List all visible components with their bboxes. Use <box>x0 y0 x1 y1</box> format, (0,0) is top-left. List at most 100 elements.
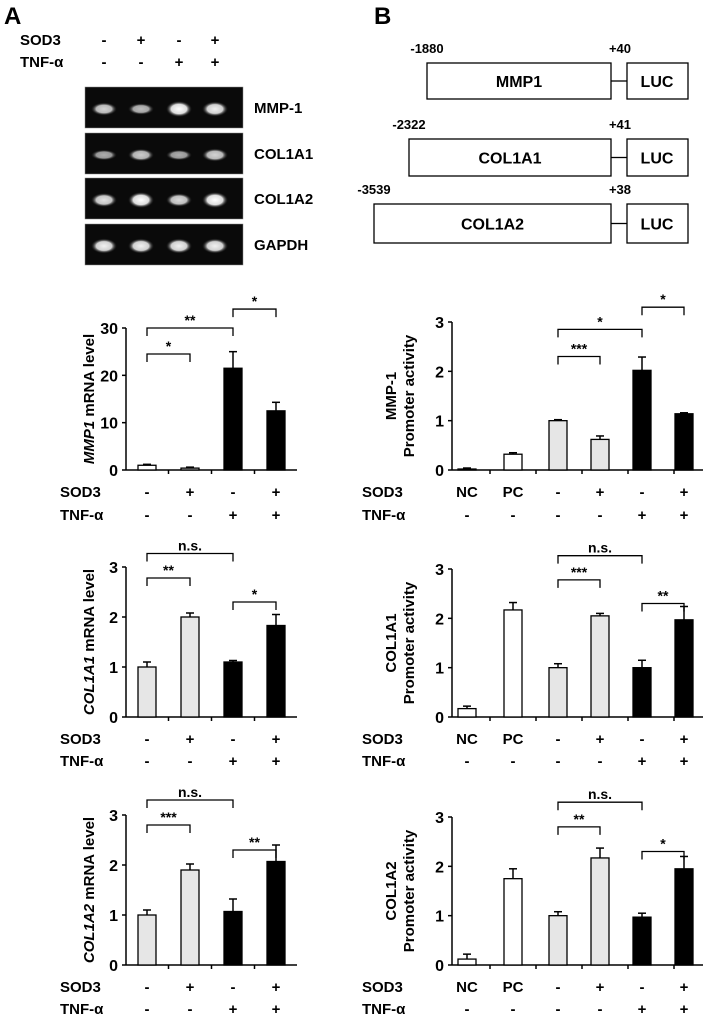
tnf-sign: + <box>680 507 689 524</box>
gel-band <box>202 192 228 208</box>
significance-label: *** <box>571 341 588 357</box>
gel-tnf-label: TNF-α <box>20 54 64 71</box>
y-axis-label-gene: COL1A2 <box>81 903 98 963</box>
significance-bracket <box>641 602 685 612</box>
sod3-row-label: SOD3 <box>362 731 403 748</box>
sod3-sign: + <box>596 979 605 996</box>
y-axis-label-gene: COL1A1 <box>81 656 98 715</box>
significance-label: n.s. <box>588 786 612 802</box>
luc-box <box>626 62 689 100</box>
sod3-row-label: SOD3 <box>60 484 101 501</box>
gel-band <box>166 193 192 207</box>
significance-bracket <box>557 555 643 564</box>
significance-bracket <box>557 826 601 835</box>
promoter-end: +41 <box>609 117 631 132</box>
significance-label: n.s. <box>588 540 612 556</box>
gel-band <box>91 193 117 207</box>
bar <box>223 661 243 718</box>
bar <box>674 619 694 718</box>
significance-bracket <box>557 801 643 811</box>
gel-panel: SOD3 TNF-α - - + - - + + + MMP-1 COL1A1 COL1A2 GAPDH <box>20 32 313 266</box>
promoter-name: COL1A1 <box>478 151 541 168</box>
sod3-sign: + <box>186 979 195 996</box>
tnf-sign: + <box>272 1001 281 1018</box>
sod3-sign: - <box>640 484 645 501</box>
sod3-sign: PC <box>503 484 524 501</box>
y-tick-label: 3 <box>435 810 444 827</box>
significance-bracket <box>146 353 191 363</box>
bar <box>180 467 200 471</box>
significance-label: * <box>252 586 258 602</box>
promoter-name: MMP1 <box>496 74 542 91</box>
y-tick-label: 2 <box>435 859 444 876</box>
gel-tnf-sign: + <box>175 54 184 71</box>
sod3-sign: + <box>272 979 281 996</box>
gel-band <box>128 192 154 208</box>
bar <box>180 869 200 966</box>
tnf-sign: + <box>272 753 281 770</box>
y-tick-label: 1 <box>435 661 444 678</box>
gel-band <box>91 238 117 254</box>
tnf-sign: - <box>465 1001 470 1018</box>
y-tick-label: 2 <box>109 610 118 627</box>
sod3-sign: + <box>596 484 605 501</box>
gel-band <box>202 238 228 254</box>
bar <box>503 878 523 966</box>
y-axis-label-text: Promoter activity <box>401 334 418 457</box>
significance-bracket <box>146 552 234 562</box>
tnf-sign: - <box>145 753 150 770</box>
significance-label: ** <box>574 811 585 827</box>
sod3-sign: - <box>145 979 150 996</box>
sod3-sign: PC <box>503 731 524 748</box>
significance-bracket <box>146 327 234 336</box>
y-axis-label-gene: MMP1 <box>81 421 98 464</box>
bar <box>223 367 243 471</box>
tnf-sign: + <box>229 1001 238 1018</box>
significance-bracket <box>232 308 277 318</box>
significance-bracket <box>146 577 191 586</box>
tnf-sign: + <box>229 507 238 524</box>
significance-label: ** <box>185 312 196 328</box>
tnf-sign: + <box>638 1001 647 1018</box>
bar <box>503 609 523 718</box>
significance-label: *** <box>571 564 588 580</box>
significance-label: ** <box>249 834 260 850</box>
bar <box>674 413 694 471</box>
tnf-row-label: TNF-α <box>362 753 406 770</box>
y-axis-label: COL1A1 mRNA level <box>81 569 98 715</box>
sod3-sign: + <box>186 731 195 748</box>
tnf-sign: + <box>680 753 689 770</box>
gel-band <box>166 149 192 161</box>
y-tick-label: 0 <box>435 463 444 480</box>
y-tick-label: 2 <box>109 858 118 875</box>
y-tick-label: 0 <box>109 958 118 975</box>
sod3-sign: + <box>186 484 195 501</box>
tnf-sign: - <box>145 1001 150 1018</box>
bar <box>548 420 568 471</box>
promoter-name: COL1A2 <box>461 217 524 234</box>
gel-sod3-sign: + <box>137 32 146 49</box>
tnf-sign: - <box>556 507 561 524</box>
y-tick-label: 1 <box>109 908 118 925</box>
sod3-sign: NC <box>456 979 478 996</box>
significance-bracket <box>232 849 277 858</box>
y-tick-label: 0 <box>109 463 118 480</box>
significance-label: n.s. <box>178 538 202 554</box>
bar <box>632 369 652 471</box>
bar <box>674 868 694 966</box>
y-axis-label-text: Promoter activity <box>401 581 418 704</box>
gel-tnf-sign: - <box>102 54 107 71</box>
tnf-sign: - <box>145 507 150 524</box>
gel-band <box>202 101 228 117</box>
promoter-box <box>426 62 612 100</box>
tnf-sign: - <box>556 753 561 770</box>
tnf-row-label: TNF-α <box>60 1001 104 1018</box>
promoter-start: -3539 <box>357 182 390 197</box>
y-tick-label: 3 <box>109 560 118 577</box>
bar <box>548 915 568 966</box>
gel-band <box>202 148 228 162</box>
sod3-sign: NC <box>456 484 478 501</box>
